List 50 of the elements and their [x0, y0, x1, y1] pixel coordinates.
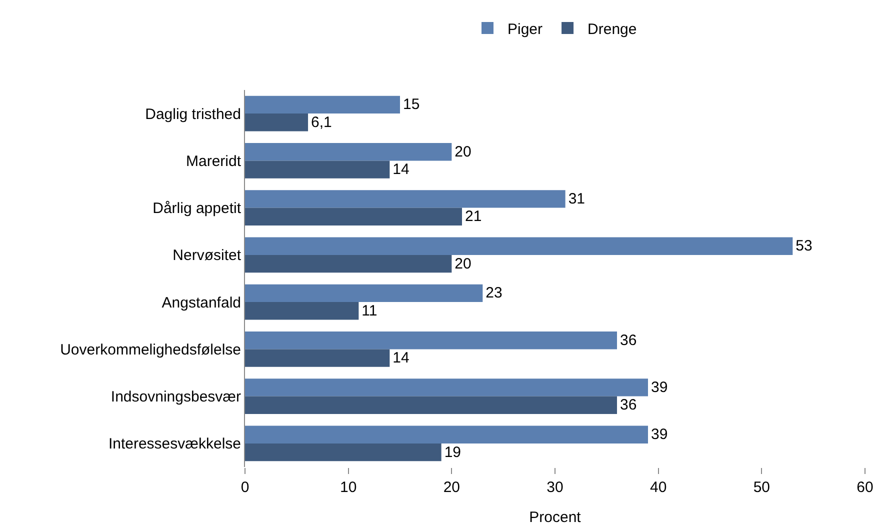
- bar: [245, 443, 442, 462]
- data-label: 21: [465, 208, 482, 226]
- x-tick-label: 30: [546, 479, 564, 496]
- bar: [245, 190, 566, 208]
- bar: [245, 426, 648, 444]
- y-tick-label: Indsovningsbesvær: [110, 388, 241, 406]
- data-label: 23: [486, 284, 502, 302]
- bar: [245, 237, 793, 255]
- data-label: 19: [444, 444, 462, 461]
- x-axis-title: Procent: [529, 509, 582, 526]
- data-label: 11: [362, 302, 378, 320]
- x-tick-label: 40: [650, 479, 667, 496]
- y-tick-label: Interessesvækkelse: [108, 436, 241, 453]
- bar: [245, 332, 617, 350]
- data-label: 36: [620, 332, 637, 349]
- data-label: 36: [620, 396, 637, 414]
- x-tick-label: 20: [443, 479, 460, 496]
- bar: [245, 114, 308, 132]
- data-label: 20: [454, 255, 472, 272]
- y-tick-label: Mareridt: [186, 152, 242, 170]
- x-tick-label: 0: [240, 479, 250, 496]
- bar: [245, 349, 390, 367]
- bar: [245, 254, 452, 273]
- bar: [245, 143, 452, 161]
- bar: [245, 378, 648, 396]
- data-label: 15: [403, 96, 420, 114]
- data-label: 39: [651, 378, 668, 396]
- y-tick-label: Angstanfald: [162, 294, 241, 312]
- bar: [245, 160, 390, 178]
- bar: [245, 302, 359, 320]
- x-tick-label: 10: [340, 479, 357, 496]
- data-label: 6,1: [311, 114, 332, 131]
- legend-label: Drenge: [588, 20, 637, 38]
- y-tick-label: Uoverkommelighedsfølelse: [60, 341, 241, 358]
- y-tick-label: Nervøsitet: [172, 247, 242, 264]
- data-label: 39: [651, 426, 668, 444]
- bar: [245, 396, 617, 414]
- data-label: 14: [392, 161, 410, 178]
- bar: [245, 96, 400, 114]
- y-tick-label: Daglig tristhed: [145, 106, 241, 123]
- y-tick-label: Dårlig appetit: [152, 200, 242, 218]
- data-label: 14: [392, 350, 410, 367]
- data-label: 53: [796, 238, 812, 255]
- x-tick-label: 50: [753, 479, 770, 496]
- bar: [245, 208, 462, 226]
- legend-label: Piger: [508, 20, 543, 38]
- bar: [245, 284, 483, 302]
- x-tick-label: 60: [856, 479, 874, 496]
- data-label: 31: [568, 190, 586, 208]
- data-label: 20: [454, 143, 472, 160]
